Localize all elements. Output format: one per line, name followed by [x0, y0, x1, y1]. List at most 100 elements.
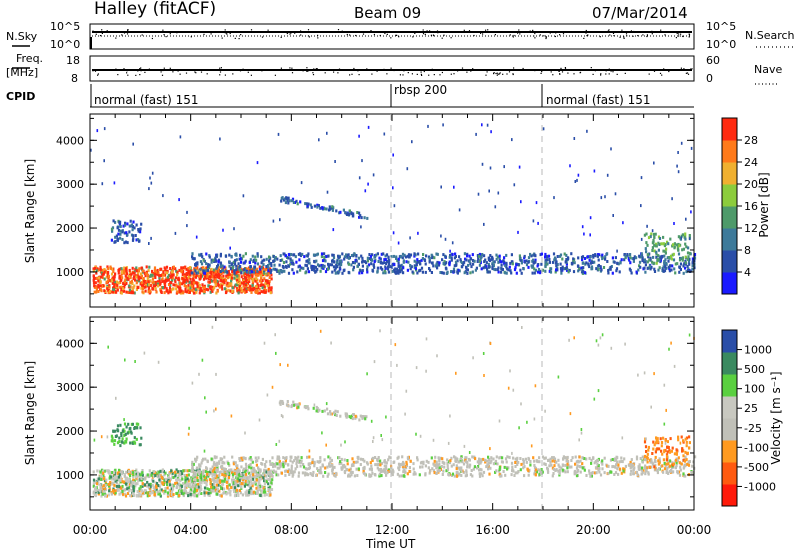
data-cell	[97, 276, 100, 280]
data-cell	[117, 475, 120, 479]
data-cell	[164, 268, 167, 272]
data-cell	[165, 287, 168, 291]
data-cell	[121, 270, 124, 274]
freq-point	[309, 69, 311, 72]
data-cell	[180, 270, 183, 274]
data-cell	[202, 269, 205, 273]
nsky-point	[581, 31, 584, 33]
data-cell	[123, 271, 126, 275]
data-cell	[402, 266, 405, 270]
data-cell	[148, 265, 151, 269]
freq-point	[160, 71, 162, 73]
data-cell	[171, 471, 174, 475]
data-cell	[344, 465, 347, 469]
data-cell	[364, 473, 367, 477]
data-cell	[256, 471, 259, 475]
data-cell	[556, 266, 559, 270]
data-cell	[227, 288, 230, 292]
data-cell	[93, 267, 96, 270]
data-cell	[200, 492, 203, 495]
data-cell	[255, 463, 258, 467]
nsky-point	[512, 36, 514, 38]
data-cell	[544, 264, 547, 268]
data-cell	[660, 242, 663, 246]
data-cell	[259, 274, 263, 278]
data-cell	[657, 241, 660, 245]
data-cell	[216, 467, 219, 471]
data-cell	[586, 255, 589, 259]
data-cell	[107, 469, 110, 473]
data-cell	[562, 457, 565, 461]
data-cell	[500, 263, 503, 267]
data-cell	[499, 260, 502, 264]
data-cell	[673, 267, 676, 271]
data-cell	[527, 473, 530, 477]
data-cell	[216, 469, 219, 473]
data-cell	[223, 487, 226, 491]
data-cell	[229, 267, 232, 271]
data-cell	[217, 267, 220, 271]
nsky-point	[384, 32, 386, 34]
data-cell	[501, 456, 504, 460]
data-cell	[158, 478, 161, 482]
data-cell	[110, 491, 113, 494]
data-cell	[465, 267, 468, 271]
freq-point	[403, 70, 405, 72]
nsky-point	[127, 29, 129, 31]
data-cell	[422, 253, 425, 256]
data-cell	[397, 271, 400, 275]
freq-point	[394, 69, 396, 71]
freq-point	[431, 68, 433, 70]
data-cell	[384, 265, 387, 269]
data-cell	[593, 169, 596, 173]
freq-point	[657, 69, 659, 71]
data-cell	[263, 482, 266, 486]
data-cell	[110, 238, 113, 242]
data-cell	[418, 473, 421, 477]
data-cell	[268, 491, 271, 495]
nsky-point	[280, 36, 282, 38]
data-cell	[399, 264, 402, 268]
data-cell	[483, 222, 485, 226]
data-cell	[691, 264, 694, 268]
data-cell	[303, 255, 306, 259]
data-cell	[282, 252, 285, 256]
data-cell	[352, 460, 355, 464]
beam-label: Beam 09	[354, 4, 421, 22]
data-cell	[243, 271, 246, 275]
data-cell	[136, 482, 139, 486]
data-cell	[259, 284, 263, 287]
freq-point	[663, 68, 665, 70]
data-cell	[179, 135, 182, 139]
data-cell	[409, 253, 413, 257]
data-cell	[138, 279, 141, 283]
data-cell	[199, 267, 202, 271]
data-cell	[152, 284, 155, 288]
data-cell	[482, 457, 485, 461]
data-cell	[236, 466, 239, 470]
data-cell	[613, 260, 616, 264]
freq-point	[466, 71, 468, 73]
data-cell	[202, 285, 205, 289]
data-cell	[469, 271, 472, 275]
data-cell	[260, 290, 263, 294]
data-cell	[316, 203, 319, 207]
freq-point	[137, 70, 139, 72]
data-cell	[193, 478, 196, 482]
data-cell	[118, 478, 121, 482]
data-cell	[119, 232, 122, 236]
data-cell	[408, 466, 411, 469]
data-cell	[300, 456, 303, 460]
data-cell	[480, 472, 483, 476]
data-cell	[200, 262, 204, 266]
data-cell	[170, 469, 173, 473]
data-cell	[273, 462, 276, 466]
data-cell	[614, 256, 617, 260]
data-cell	[576, 178, 578, 182]
data-cell	[126, 241, 129, 245]
data-cell	[496, 268, 499, 272]
freq-label: Freq.	[16, 52, 43, 65]
freq-point	[457, 70, 459, 72]
data-cell	[347, 262, 350, 266]
